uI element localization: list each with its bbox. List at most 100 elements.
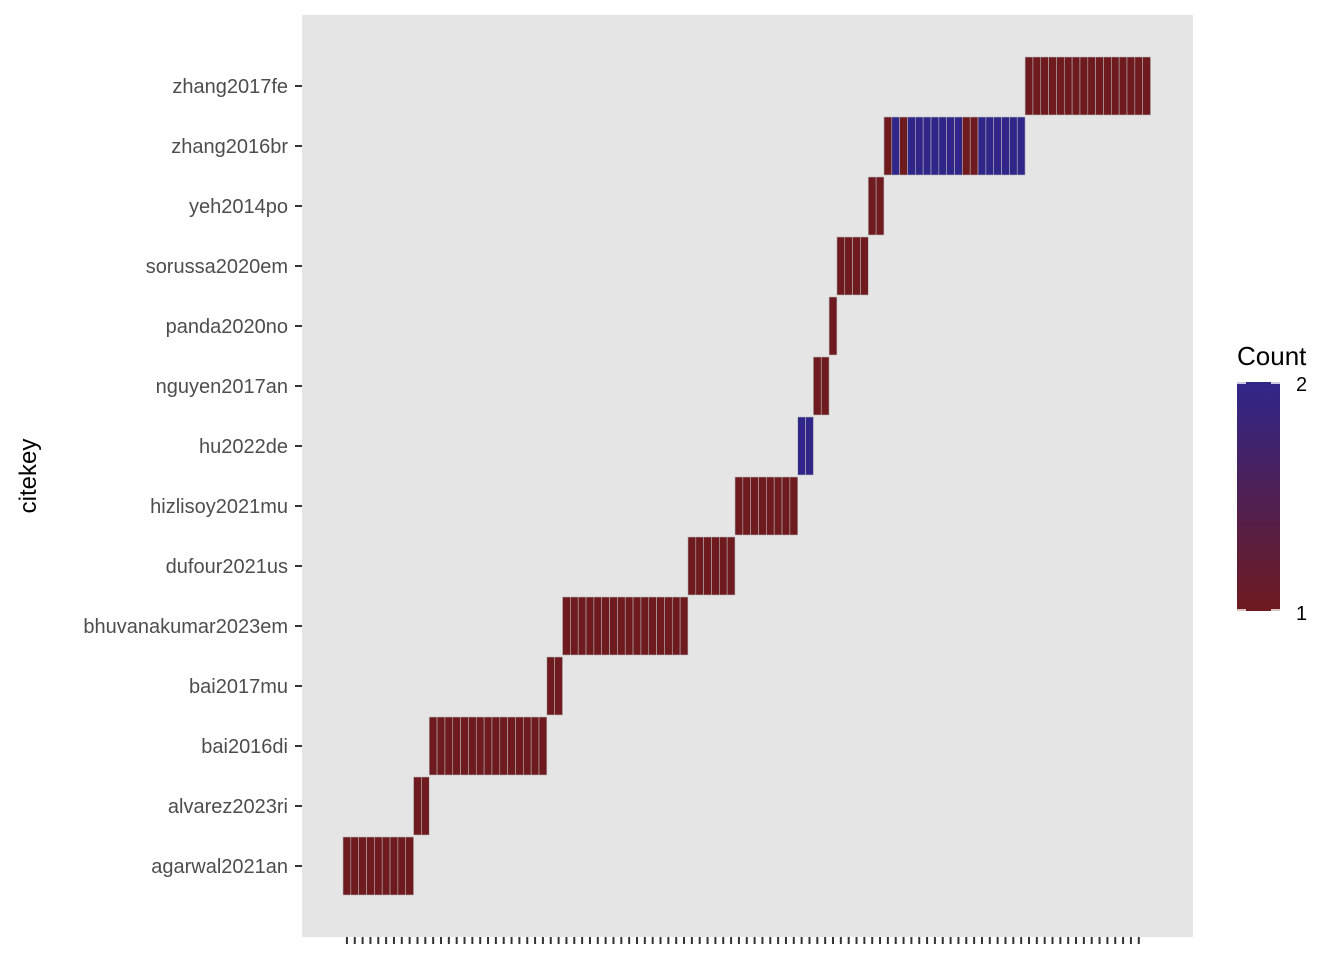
heatmap-tile [993, 116, 1002, 176]
heatmap-tile [962, 116, 971, 176]
heatmap-tile [789, 476, 799, 536]
heatmap-tile [609, 596, 618, 656]
heatmap-tile [648, 596, 657, 656]
heatmap-tile [883, 116, 893, 176]
heatmap-tile [593, 596, 603, 656]
heatmap-tile [938, 116, 947, 176]
y-axis-title: citekey [15, 439, 42, 514]
plot-panel [302, 15, 1193, 937]
legend: Count 2 1 [1237, 341, 1307, 625]
heatmap-tile [899, 116, 908, 176]
heatmap-tile [577, 596, 587, 656]
heatmap-tile [954, 116, 963, 176]
heatmap-tile [1016, 116, 1026, 176]
heatmap-tile [875, 176, 885, 236]
heatmap-tile [805, 416, 814, 476]
heatmap-tile [570, 596, 579, 656]
heatmap-tile [1095, 56, 1104, 116]
heatmap-tile [1071, 56, 1081, 116]
heatmap-tile [507, 716, 516, 776]
y-tick-label: dufour2021us [166, 556, 288, 578]
heatmap-tile [1118, 56, 1128, 116]
heatmap-tile [781, 476, 791, 536]
y-tick-label: alvarez2023ri [168, 796, 288, 818]
heatmap-tile [428, 716, 438, 776]
heatmap-tile [1111, 56, 1120, 116]
heatmap-tile [350, 836, 359, 896]
heatmap-tile [405, 836, 414, 896]
heatmap-tile [734, 476, 744, 536]
heatmap-tile [515, 716, 524, 776]
heatmap-tile [922, 116, 932, 176]
heatmap-tile [523, 716, 532, 776]
heatmap-tile [664, 596, 673, 656]
heatmap-tile [867, 176, 877, 236]
y-tick-label: zhang2017fe [172, 76, 288, 98]
heatmap-tile [1048, 56, 1057, 116]
heatmap-tile [844, 236, 853, 296]
heatmap-tile [397, 836, 407, 896]
heatmap-tile [828, 296, 838, 356]
heatmap-tile [750, 476, 759, 536]
heatmap-tile [452, 716, 461, 776]
heatmap-tile [585, 596, 595, 656]
heatmap-tile [836, 236, 846, 296]
y-tick-label: hizlisoy2021mu [150, 496, 288, 518]
heatmap-tile [742, 476, 751, 536]
heatmap-tile [946, 116, 955, 176]
heatmap-tile [468, 716, 477, 776]
heatmap-tile [374, 836, 383, 896]
heatmap-tiles [342, 56, 1151, 896]
heatmap-tile [499, 716, 508, 776]
y-tick-label: zhang2016br [171, 136, 288, 158]
y-tick-label: nguyen2017an [156, 376, 288, 398]
heatmap-tile [1024, 56, 1034, 116]
heatmap-tile [538, 716, 548, 776]
heatmap-tile [491, 716, 501, 776]
heatmap-tile [342, 836, 352, 896]
heatmap-tile [679, 596, 689, 656]
heatmap-tile [436, 716, 446, 776]
y-tick-label: bai2017mu [189, 676, 288, 698]
heatmap-tile [483, 716, 493, 776]
heatmap-tile [915, 116, 924, 176]
heatmap-tile [656, 596, 665, 656]
heatmap-tile [860, 236, 869, 296]
heatmap-tile [907, 116, 916, 176]
heatmap-tile [671, 596, 681, 656]
heatmap-tile [530, 716, 540, 776]
heatmap-tile [985, 116, 995, 176]
heatmap-tile [421, 776, 430, 836]
heatmap-tile [773, 476, 783, 536]
heatmap-tile [1001, 116, 1010, 176]
heatmap-tile [475, 716, 485, 776]
x-axis [345, 937, 1140, 944]
y-tick-label: hu2022de [199, 436, 288, 458]
heatmap-tile [1079, 56, 1089, 116]
heatmap-tile [546, 656, 555, 716]
heatmap-tile [711, 536, 720, 596]
heatmap-tile [460, 716, 469, 776]
heatmap-tile [891, 116, 900, 176]
legend-label-max: 2 [1296, 374, 1307, 396]
heatmap-tile [977, 116, 987, 176]
heatmap-tile [413, 776, 422, 836]
legend-colorbar [1237, 382, 1280, 611]
heatmap-tile [813, 356, 822, 416]
y-tick-label: bai2016di [201, 736, 288, 758]
heatmap-tile [562, 596, 571, 656]
heatmap-tile [617, 596, 626, 656]
heatmap-tile [852, 236, 861, 296]
heatmap-tile [1056, 56, 1065, 116]
heatmap-tile [797, 416, 806, 476]
heatmap-tile [381, 836, 391, 896]
y-tick-label: yeh2014po [189, 196, 288, 218]
y-tick-label: bhuvanakumar2023em [83, 616, 288, 638]
heatmap-tile [758, 476, 767, 536]
heatmap-tile [695, 536, 704, 596]
heatmap-tile [632, 596, 642, 656]
heatmap-tile [640, 596, 650, 656]
heatmap-tile [719, 536, 728, 596]
heatmap-tile [1040, 56, 1049, 116]
